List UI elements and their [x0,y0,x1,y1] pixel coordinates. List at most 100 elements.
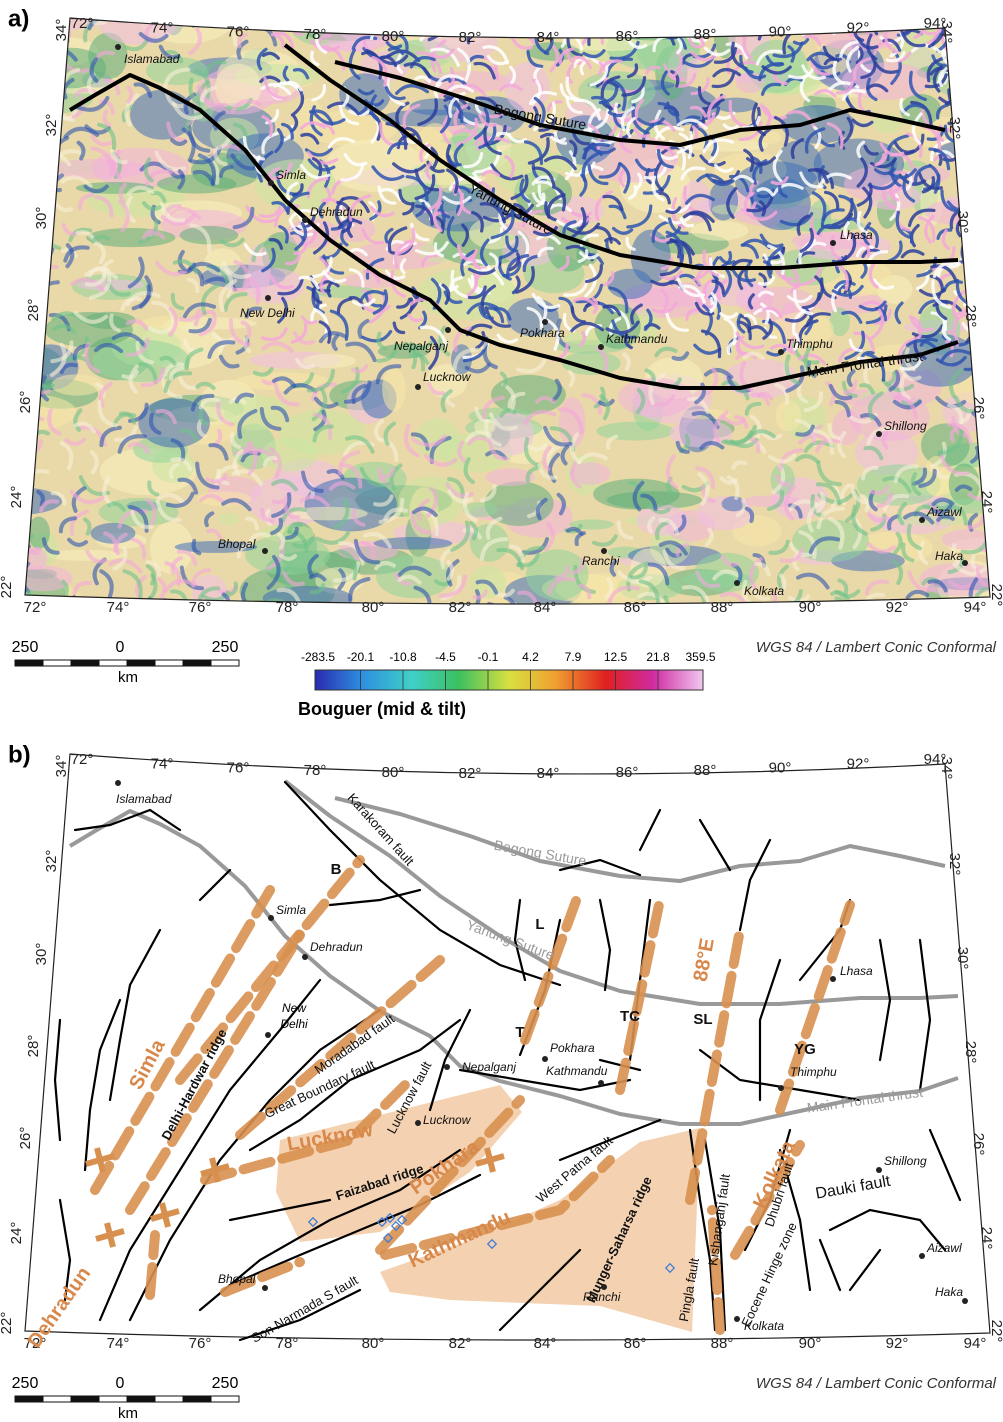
city-label: Thimphu [786,337,833,351]
anomaly-stroke [3,447,15,462]
city-label: Simla [276,903,306,917]
scale-segment [15,1396,43,1402]
anomaly-stroke [735,3,761,16]
city-marker [830,976,836,982]
anomaly-stroke [10,166,17,192]
longitude-label: 94° [964,599,987,616]
longitude-label: 72° [71,751,94,768]
latitude-label: 30° [33,943,50,966]
anomaly-stroke [757,0,763,19]
city-label: Islamabad [124,52,180,66]
anomaly-stroke [990,343,997,361]
anomaly-stroke [356,25,376,31]
anomaly-stroke [82,0,88,15]
anomaly-stroke [981,67,991,94]
latitude-label: 28° [25,299,42,322]
anomaly-stroke [960,98,975,103]
anomaly [574,3,623,28]
city-marker [115,44,121,50]
anomaly-stroke [506,598,515,616]
longitude-label: 78° [304,26,327,43]
latitude-label: 26° [17,1127,34,1150]
anomaly-stroke [291,0,301,2]
anomaly-stroke [46,66,63,74]
city-marker [598,1080,604,1086]
anomaly-stroke [14,417,25,441]
anomaly-stroke [483,0,496,6]
anomaly-stroke [112,2,125,15]
anomaly-stroke [47,92,61,103]
city-label: Nepalganj [394,339,448,353]
scale-segment [155,660,183,666]
city-marker [919,1253,925,1259]
anomaly-stroke [677,15,682,33]
city-label: Dehradun [310,940,363,954]
colorbar-tick-label: -0.1 [478,650,499,664]
longitude-label: 84° [534,1335,557,1352]
longitude-label: 86° [624,1335,647,1352]
longitude-label: 76° [227,759,250,776]
anomaly-stroke [585,14,604,33]
scale-label: 250 [212,1375,239,1392]
latitude-label: 28° [962,1041,979,1064]
scale-segment [15,660,43,666]
scale-segment [127,1396,155,1402]
anomaly-stroke [577,0,583,10]
scale-segment [211,660,239,666]
anomaly-stroke [979,271,988,282]
anomaly-stroke [973,75,984,99]
anomaly [17,321,47,332]
anomaly [596,422,674,441]
zone-marker: SL [693,1011,712,1028]
anomaly [0,94,43,120]
projection-label: WGS 84 / Lambert Conic Conformal [756,639,997,656]
anomaly [574,0,645,28]
scale-label: 250 [12,639,39,656]
anomaly-stroke [285,4,310,24]
anomaly-stroke [652,21,667,34]
anomaly-stroke [590,3,602,7]
scale-segment [43,660,71,666]
anomaly [111,5,182,16]
anomaly-stroke [29,83,41,90]
city-marker [542,1056,548,1062]
anomaly-stroke [236,1,251,6]
colorbar-tick-label: 359.5 [685,650,715,664]
latitude-label: 32° [43,114,60,137]
anomaly-stroke [969,1,1000,9]
anomaly [944,0,1003,17]
colorbar [315,670,703,690]
latitude-label: 22° [988,584,1003,607]
city-label: New Delhi [240,306,295,320]
city-label: Pokhara [520,326,565,340]
anomaly-stroke [993,538,999,553]
anomaly-stroke [982,277,992,286]
anomaly [0,283,32,295]
anomaly [0,304,16,330]
anomaly-stroke [983,82,1001,101]
anomaly-stroke [423,6,441,13]
anomaly-stroke [15,133,46,141]
anomaly-stroke [1,463,20,468]
anomaly-stroke [124,10,143,16]
anomaly-stroke [666,0,696,12]
anomaly-stroke [959,173,968,183]
longitude-label: 74° [107,1335,130,1352]
scale-segment [127,660,155,666]
anomaly-stroke [246,6,258,15]
city-marker [778,1085,784,1091]
anomaly-stroke [394,7,407,11]
anomaly-stroke [189,0,196,25]
anomaly-stroke [994,323,1002,344]
anomaly-stroke [13,152,27,160]
anomaly-stroke [29,441,40,452]
anomaly-stroke [986,347,1003,354]
anomaly-stroke [966,161,977,188]
anomaly-stroke [0,239,3,251]
anomaly-stroke [8,204,21,231]
longitude-label: 90° [769,759,792,776]
longitude-label: 92° [886,599,909,616]
scale-segment [99,1396,127,1402]
anomaly-stroke [982,479,1003,487]
latitude-label: 24° [978,1227,995,1250]
